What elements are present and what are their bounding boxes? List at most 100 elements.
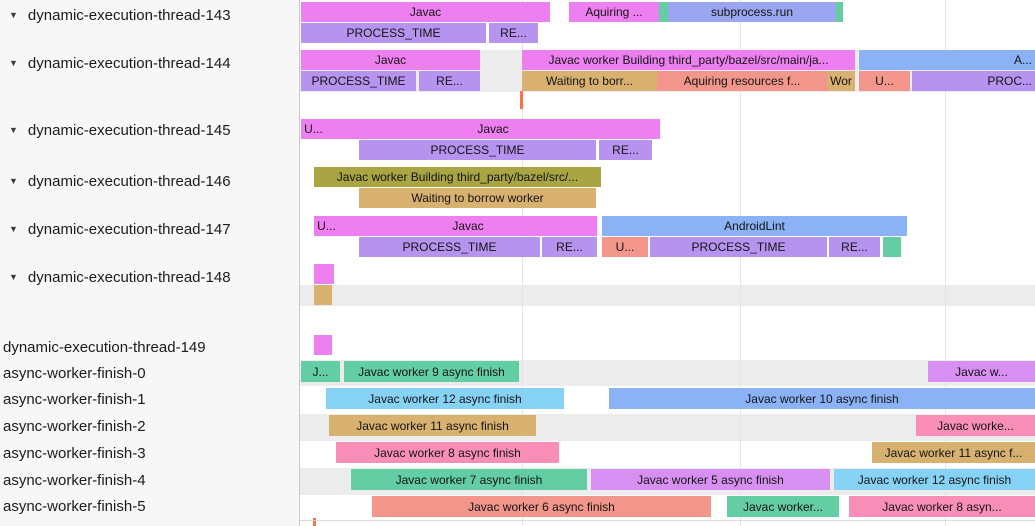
trace-slice[interactable]: RE... [542,237,597,257]
trace-slice[interactable]: Javac worker 12 async finish [326,388,564,409]
collapse-arrow-icon[interactable]: ▼ [9,125,18,135]
slice-label: Javac worker 12 async finish [857,472,1012,487]
track-name-row[interactable]: async-worker-finish-2 [0,415,302,437]
trace-slice[interactable] [314,335,332,355]
trace-slice[interactable]: Aquiring ... [569,2,659,22]
time-gridline [522,0,523,526]
track-name-label: dynamic-execution-thread-148 [27,268,231,286]
track-name-label: async-worker-finish-0 [3,364,146,382]
trace-slice[interactable]: subprocess.run [668,2,836,22]
trace-slice[interactable]: PROCESS_TIME [650,237,827,257]
trace-slice[interactable]: PROCESS_TIME [301,71,416,91]
trace-slice[interactable]: Javac w... [928,361,1035,382]
slice-label: Javac worker 5 async finish [637,472,784,487]
trace-slice[interactable]: PROCESS_TIME [359,140,596,160]
trace-slice[interactable]: RE... [599,140,652,160]
slice-label: PROCESS_TIME [402,240,497,254]
track-name-row[interactable]: ▼ dynamic-execution-thread-147 [0,218,299,240]
track-name-row[interactable]: async-worker-finish-0 [0,362,302,384]
slice-label: RE... [500,26,527,40]
trace-slice[interactable]: U... [314,216,339,236]
collapse-arrow-icon[interactable]: ▼ [9,176,18,186]
trace-slice[interactable]: Waiting to borrow worker [359,188,596,208]
track-name-row[interactable]: ▼ dynamic-execution-thread-143 [0,4,299,26]
trace-slice[interactable]: RE... [829,237,880,257]
slice-label: Javac worker 10 async finish [745,391,899,406]
trace-slice[interactable]: AndroidLint [602,216,907,236]
track-name-row[interactable]: ▼ dynamic-execution-thread-145 [0,119,299,141]
trace-slice[interactable]: Javac [326,119,660,139]
track-name-row[interactable]: async-worker-finish-4 [0,469,302,491]
slice-label: Waiting to borr... [546,74,633,88]
trace-slice[interactable]: Javac worker 7 async finish [351,469,587,490]
slice-label: Javac worker 8 asyn... [882,499,1002,514]
trace-slice[interactable]: Javac worker 10 async finish [609,388,1035,409]
collapse-arrow-icon[interactable]: ▼ [9,272,18,282]
time-gridline [740,0,741,526]
time-gridline [945,0,946,526]
track-name-row[interactable]: dynamic-execution-thread-149 [0,336,302,358]
slice-label: Javac [452,219,484,233]
slice-label: Javac w... [955,364,1008,379]
trace-slice[interactable]: RE... [489,23,538,43]
trace-slice[interactable]: Javac worker 9 async finish [344,361,519,382]
trace-slice[interactable]: U... [301,119,326,139]
trace-slice[interactable] [659,2,668,22]
trace-slice[interactable]: RE... [419,71,480,91]
trace-slice[interactable]: PROCESS_TIME [301,23,486,43]
slice-label: U... [615,240,635,254]
trace-slice[interactable]: Javac worker 5 async finish [591,469,830,490]
track-name-label: async-worker-finish-3 [3,444,146,462]
trace-slice[interactable]: Javac [301,50,480,70]
collapse-arrow-icon[interactable]: ▼ [9,58,18,68]
trace-slice[interactable]: J... [301,361,340,382]
collapse-arrow-icon[interactable]: ▼ [9,224,18,234]
trace-slice[interactable]: PROC... [912,71,1035,91]
trace-slice[interactable]: PROCESS_TIME [359,237,540,257]
trace-slice[interactable]: Javac worke... [916,415,1035,436]
trace-slice[interactable]: Wor [827,71,855,91]
trace-slice[interactable]: Javac [301,2,550,22]
trace-slice[interactable]: U... [859,71,910,91]
track-name-label: async-worker-finish-5 [3,497,146,515]
trace-slice[interactable]: Aquiring resources f... [657,71,827,91]
collapse-arrow-icon[interactable]: ▼ [9,10,18,20]
track-name-label: dynamic-execution-thread-144 [27,54,231,72]
track-name-label: async-worker-finish-2 [3,417,146,435]
trace-slice[interactable]: Javac worker Building third_party/bazel/… [314,167,601,187]
trace-slice[interactable]: Javac worker 11 async f... [872,442,1035,463]
track-name-label: async-worker-finish-1 [3,390,146,408]
slice-label: Javac worker 12 async finish [368,391,522,406]
track-name-row[interactable]: ▼ dynamic-execution-thread-148 [0,266,299,288]
track-name-row[interactable]: async-worker-finish-1 [0,388,302,410]
trace-slice[interactable]: Javac worker 8 async finish [336,442,559,463]
track-name-label: dynamic-execution-thread-145 [27,121,231,139]
slice-label: A... [1013,53,1032,67]
slice-label: RE... [556,240,583,254]
trace-slice[interactable]: U... [602,237,648,257]
slice-label: J... [312,364,329,379]
track-name-row[interactable]: ▼ dynamic-execution-thread-146 [0,170,299,192]
trace-slice[interactable]: Javac worker... [727,496,839,517]
slice-label: U... [317,219,336,233]
trace-slice[interactable]: Waiting to borr... [522,71,657,91]
track-name-row[interactable]: ▼ dynamic-execution-thread-144 [0,52,299,74]
track-name-row[interactable]: async-worker-finish-5 [0,495,302,517]
trace-slice[interactable] [836,2,843,22]
track-name-row[interactable]: async-worker-finish-3 [0,442,302,464]
slice-label: Javac worke... [937,418,1014,433]
trace-slice[interactable]: Javac [339,216,597,236]
trace-slice[interactable] [883,237,901,257]
trace-slice[interactable]: Javac worker 12 async finish [834,469,1035,490]
trace-slice[interactable] [314,285,332,305]
trace-slice[interactable]: Javac worker 8 asyn... [849,496,1035,517]
trace-slice[interactable]: Javac worker 6 async finish [372,496,711,517]
timeline-canvas[interactable]: Javac Aquiring ... subprocess.run PROCESS_T… [300,0,1035,526]
trace-slice[interactable]: A... [859,50,1035,70]
trace-slice[interactable] [314,264,334,284]
slice-label: Wor [830,74,852,88]
slice-label: Javac worker 6 async finish [468,499,615,514]
trace-slice[interactable]: Javac worker 11 async finish [329,415,536,436]
trace-slice[interactable]: Javac worker Building third_party/bazel/… [522,50,855,70]
